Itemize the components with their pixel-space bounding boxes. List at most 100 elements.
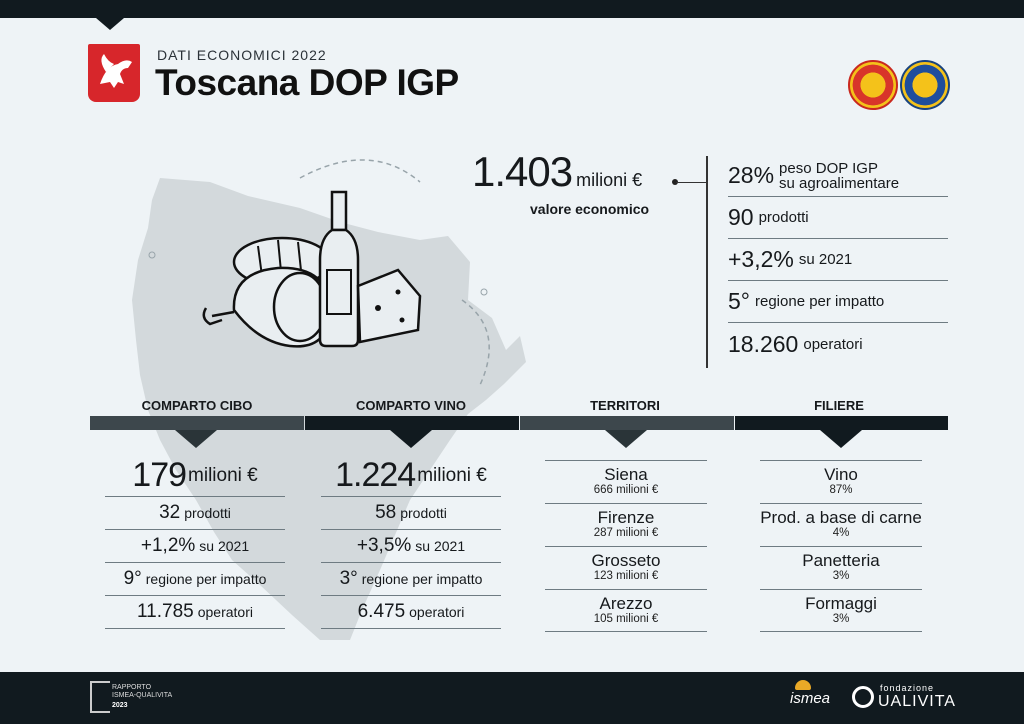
territorio-value: 123 milioni € (593, 570, 659, 582)
territorio-name: Siena (604, 465, 648, 484)
rapporto-logo-icon (90, 681, 110, 713)
vino-heading: COMPARTO VINO (355, 398, 467, 413)
stat-text-line1: peso DOP IGP (779, 159, 878, 177)
vino-row: +3,5% su 2021 (321, 530, 501, 563)
territori-column: Siena 666 milioni € Firenze 287 milioni € … (545, 460, 707, 632)
filiera-item: Prod. a base di carne 4% (760, 503, 922, 546)
stat-row: 5° regione per impatto (728, 281, 948, 323)
filiera-item: Panetteria 3% (760, 546, 922, 589)
stat-number: 28% (728, 162, 775, 188)
vino-arrow-icon (390, 430, 432, 448)
vino-value: 1.224 milioni € (321, 455, 501, 497)
filiera-value: 4% (832, 527, 850, 539)
stat-number: 18.260 (728, 330, 799, 357)
page-title: Toscana DOP IGP (155, 62, 459, 103)
filiere-heading: FILIERE (814, 398, 864, 413)
territorio-name: Arezzo (599, 594, 653, 613)
rapporto-year: 2023 (112, 702, 128, 709)
cheese-icon (356, 268, 422, 344)
territori-heading: TERRITORI (590, 398, 660, 413)
ham-icon (202, 266, 332, 348)
filiera-name: Vino (824, 465, 858, 484)
ismea-logo-text: ismea (790, 690, 831, 707)
cibo-row-number: +1,2% (140, 535, 196, 556)
territori-arrow-icon (605, 430, 647, 448)
main-value-label: valore economico (530, 201, 650, 217)
rapporto-logo-text: RAPPORTO ISMEA-QUALIVITA (112, 684, 172, 700)
igp-seal-icon (900, 60, 950, 110)
stat-text: regione per impatto (755, 293, 885, 310)
main-value-number: 1.403 (472, 148, 573, 195)
vino-row-number: 3° (339, 568, 358, 589)
stat-text-line2: su agroalimentare (779, 174, 900, 192)
stat-text: prodotti (758, 209, 809, 226)
vino-row-text: regione per impatto (361, 571, 483, 587)
vino-row-text: prodotti (400, 505, 447, 521)
stat-number: +3,2% (728, 246, 794, 272)
territorio-value: 105 milioni € (593, 613, 659, 625)
top-notch (96, 18, 124, 30)
territorio-item: Firenze 287 milioni € (545, 503, 707, 546)
cibo-value-unit: milioni € (188, 464, 258, 486)
pegasus-icon (100, 54, 132, 88)
wine-bottle-icon (318, 190, 360, 348)
main-value-unit: milioni € (576, 170, 643, 190)
filiera-name: Panetteria (802, 551, 880, 570)
cibo-bar (90, 416, 304, 430)
cibo-row-text: operatori (197, 604, 253, 620)
rapporto-label2: ISMEA-QUALIVITA (112, 692, 173, 699)
stat-text: peso DOP IGP su agroalimentare (779, 161, 899, 191)
cibo-row-number: 9° (123, 568, 142, 589)
stat-row: 28% peso DOP IGP su agroalimentare (728, 155, 948, 197)
filiera-value: 3% (832, 613, 850, 625)
tuscany-coat-of-arms-icon (88, 44, 140, 102)
top-bar (0, 0, 1024, 18)
stat-number: 90 (728, 204, 754, 230)
ismea-logo-icon (795, 680, 811, 690)
qualivita-small-text: fondazione (880, 683, 935, 693)
qualivita-q-icon (852, 686, 874, 708)
filiere-column: Vino 87% Prod. a base di carne 4% Panetter… (760, 460, 922, 632)
vino-row-text: su 2021 (415, 538, 466, 554)
vino-value-unit: milioni € (417, 464, 487, 486)
divider-line (706, 156, 708, 368)
cibo-value: 179 milioni € (105, 455, 285, 497)
dop-seal-icon (848, 60, 898, 110)
vino-row-number: 6.475 (357, 601, 406, 622)
territorio-value: 287 milioni € (593, 527, 659, 539)
vino-row-number: +3,5% (356, 535, 412, 556)
territorio-item: Arezzo 105 milioni € (545, 589, 707, 632)
qualivita-logo-text: UALIVITA (878, 693, 956, 710)
filiere-arrow-icon (820, 430, 862, 448)
cibo-arrow-icon (175, 430, 217, 448)
cibo-row-text: prodotti (184, 505, 231, 521)
vino-row-number: 58 (375, 502, 397, 523)
connector-dot (672, 179, 678, 185)
cibo-row-number: 32 (159, 502, 181, 523)
main-value: 1.403 milioni € (472, 148, 642, 196)
connector-line (676, 182, 706, 183)
cibo-row-text: regione per impatto (145, 571, 267, 587)
cibo-row: +1,2% su 2021 (105, 530, 285, 563)
territorio-item: Grosseto 123 milioni € (545, 546, 707, 589)
vino-value-number: 1.224 (335, 456, 416, 494)
filiera-value: 3% (832, 570, 850, 582)
filiere-bar (735, 416, 948, 430)
stat-text: operatori (803, 335, 863, 353)
cibo-row-number: 11.785 (137, 601, 194, 622)
filiera-name: Prod. a base di carne (760, 508, 922, 527)
vino-bar (305, 416, 519, 430)
vino-column: 1.224 milioni € 58 prodotti +3,5% su 2021 3… (321, 455, 501, 629)
filiera-value: 87% (829, 484, 853, 496)
territorio-item: Siena 666 milioni € (545, 460, 707, 503)
filiera-item: Formaggi 3% (760, 589, 922, 632)
vino-row-text: operatori (409, 604, 465, 620)
territorio-value: 666 milioni € (593, 484, 659, 496)
stat-number: 5° (728, 288, 750, 314)
stat-row: +3,2% su 2021 (728, 239, 948, 281)
territori-bar (520, 416, 734, 430)
cibo-value-number: 179 (132, 456, 187, 494)
vino-row: 58 prodotti (321, 497, 501, 530)
